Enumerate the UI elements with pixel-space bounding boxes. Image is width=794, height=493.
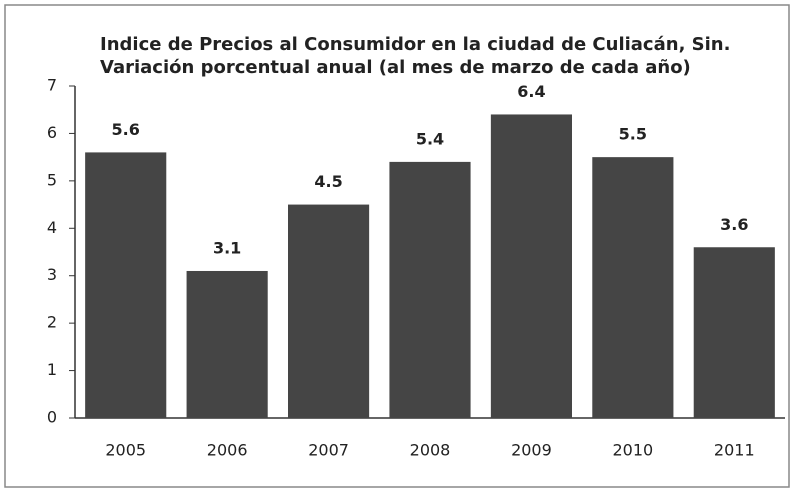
y-tick-label: 6 bbox=[47, 123, 57, 142]
x-tick-label: 2007 bbox=[308, 441, 349, 460]
x-tick-label: 2010 bbox=[612, 441, 653, 460]
y-tick-label: 1 bbox=[47, 360, 57, 379]
y-tick-label: 2 bbox=[47, 313, 57, 332]
bar bbox=[592, 157, 674, 418]
x-tick-label: 2011 bbox=[714, 441, 755, 460]
bar bbox=[85, 152, 167, 418]
data-label: 5.5 bbox=[619, 125, 647, 144]
x-tick-label: 2005 bbox=[105, 441, 146, 460]
data-label: 6.4 bbox=[517, 82, 545, 101]
bar bbox=[693, 247, 775, 418]
chart-title: Indice de Precios al Consumidor en la ci… bbox=[100, 34, 730, 55]
y-tick-label: 5 bbox=[47, 170, 57, 189]
bar bbox=[389, 161, 471, 418]
x-tick-label: 2006 bbox=[207, 441, 248, 460]
bar bbox=[288, 204, 370, 418]
y-tick-label: 7 bbox=[47, 76, 57, 95]
data-label: 5.4 bbox=[416, 129, 444, 148]
y-tick-label: 4 bbox=[47, 218, 57, 237]
chart-subtitle: Variación porcentual anual (al mes de ma… bbox=[100, 57, 691, 78]
data-label: 5.6 bbox=[112, 120, 140, 139]
x-tick-label: 2008 bbox=[410, 441, 451, 460]
data-label: 3.6 bbox=[720, 215, 748, 234]
y-tick-label: 3 bbox=[47, 265, 57, 284]
bar bbox=[186, 270, 268, 418]
x-tick-label: 2009 bbox=[511, 441, 552, 460]
data-label: 3.1 bbox=[213, 238, 241, 257]
data-label: 4.5 bbox=[314, 172, 342, 191]
y-tick-label: 0 bbox=[47, 408, 57, 427]
bar bbox=[490, 114, 572, 418]
